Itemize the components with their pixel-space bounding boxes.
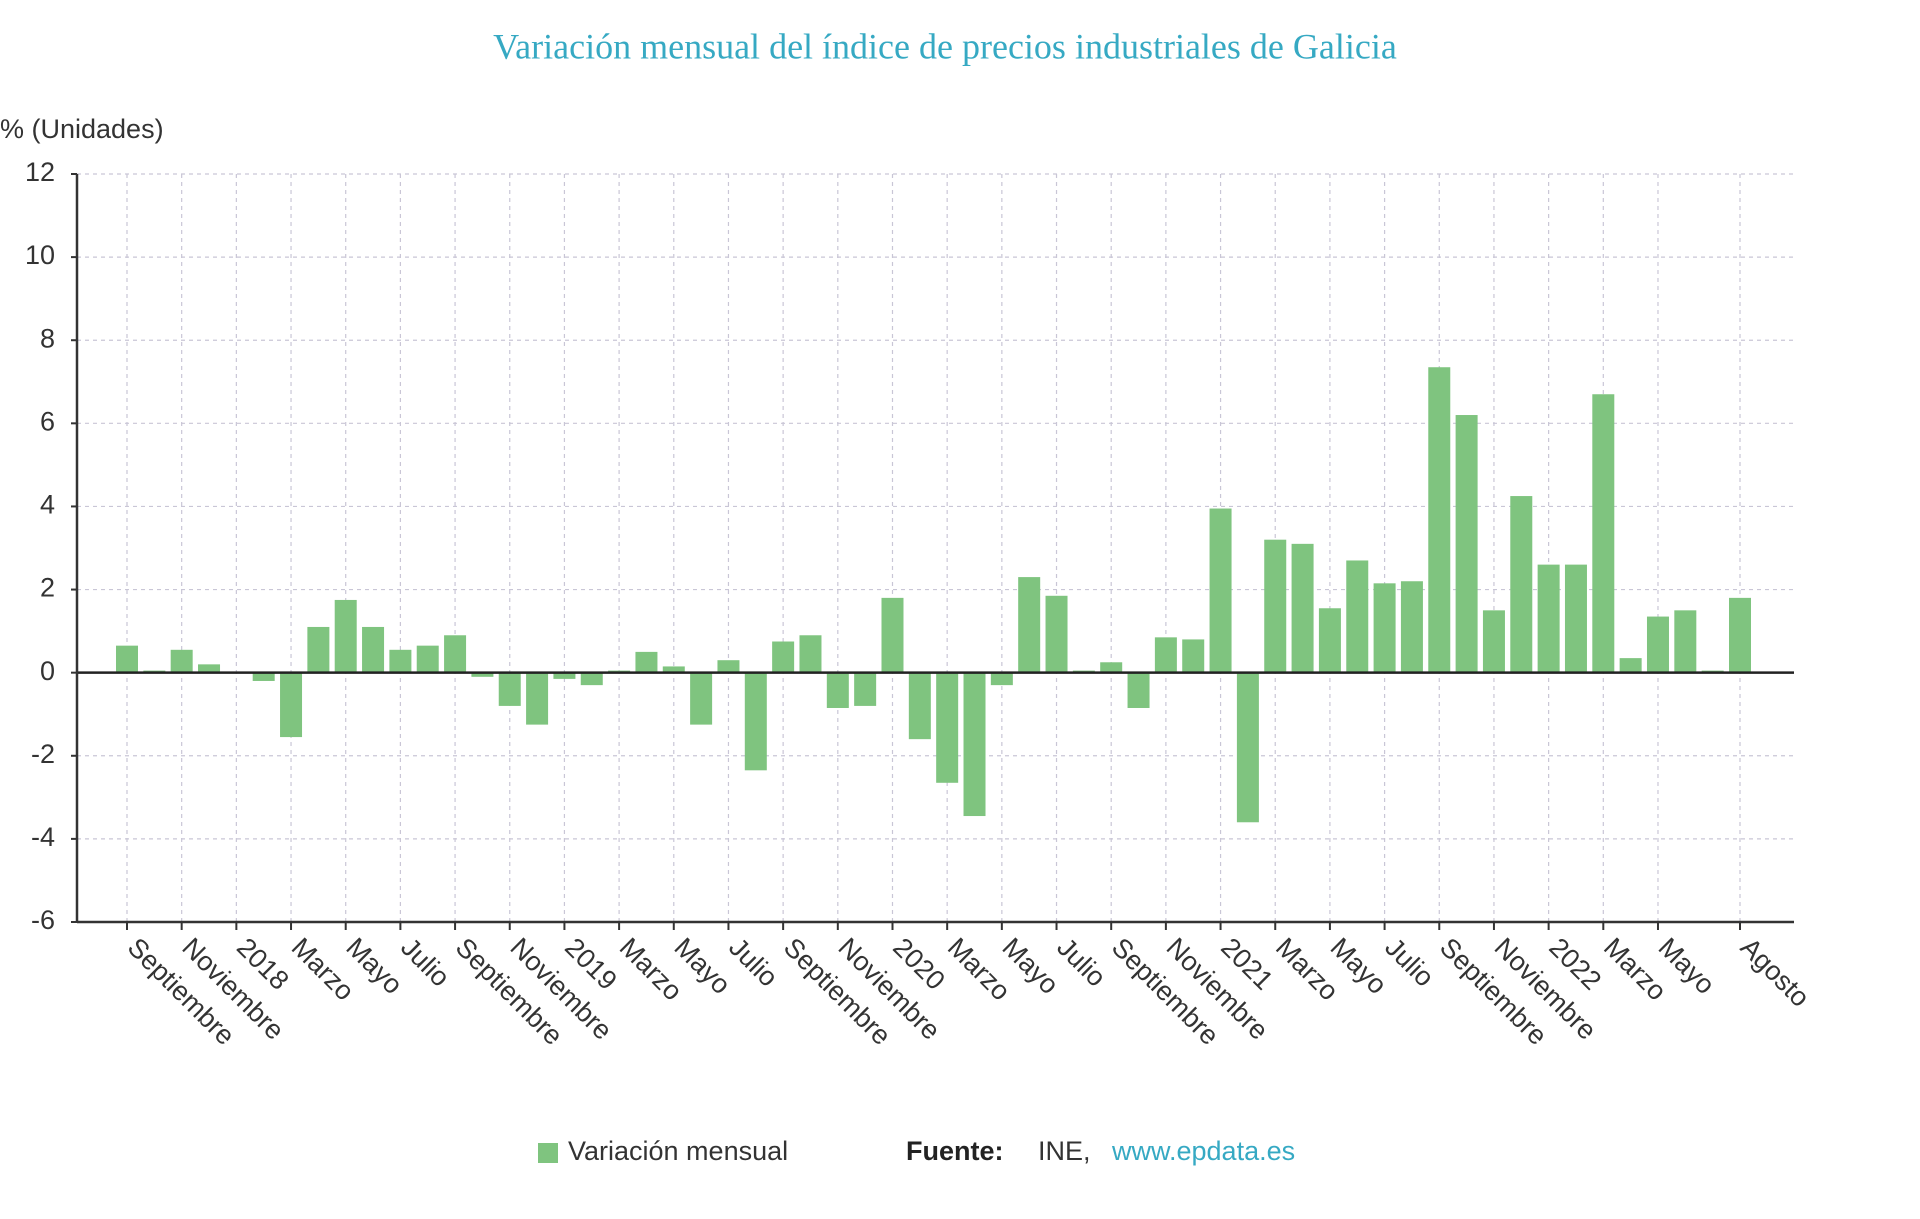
bar: [1373, 583, 1396, 673]
bar: [1564, 564, 1587, 673]
bar: [280, 672, 303, 738]
bar: [1018, 577, 1041, 673]
bar: [690, 672, 713, 725]
bar: [471, 672, 494, 677]
bar: [635, 651, 658, 673]
bar: [1318, 608, 1341, 673]
bar: [116, 645, 138, 673]
bar: [1428, 367, 1451, 673]
legend: Variación mensual Fuente: INE, www.epdat…: [538, 1136, 1295, 1166]
bar: [1592, 394, 1615, 673]
y-tick-label: 4: [40, 490, 55, 520]
bar: [1236, 672, 1259, 823]
y-tick-label: -4: [31, 822, 55, 852]
bar: [908, 672, 931, 740]
bar: [170, 649, 193, 673]
bar: [1537, 564, 1560, 673]
x-tick-label: Marzo: [286, 932, 360, 1006]
x-tick-label: Marzo: [942, 932, 1016, 1006]
y-tick-label: 2: [40, 573, 55, 603]
x-tick-label: Julio: [1051, 932, 1111, 992]
bar: [1510, 496, 1533, 673]
bar: [717, 660, 740, 673]
y-tick-label: -2: [31, 739, 55, 769]
bar: [334, 599, 357, 673]
y-axis-label: % (Unidades): [0, 114, 164, 144]
legend-swatch: [538, 1143, 558, 1163]
x-tick-label: Julio: [395, 932, 455, 992]
bar: [553, 672, 576, 679]
y-tick-label: 8: [40, 323, 55, 353]
bar: [1209, 508, 1232, 673]
bar: [1291, 543, 1314, 673]
bar: [198, 664, 221, 673]
bar: [1346, 560, 1369, 673]
bar: [1045, 595, 1068, 673]
y-tick-label: 6: [40, 406, 55, 436]
bar: [799, 635, 822, 673]
y-tick-label: 0: [40, 656, 55, 686]
x-tick-label: Marzo: [1270, 932, 1344, 1006]
bar: [1127, 672, 1150, 708]
bar: [526, 672, 549, 725]
bar: [498, 672, 521, 706]
bar: [854, 672, 877, 706]
bar: [1455, 415, 1478, 673]
x-tick-label: Marzo: [1598, 932, 1672, 1006]
source-name: INE,: [1038, 1136, 1091, 1166]
x-tick-label: Agosto: [1735, 932, 1816, 1013]
x-tick-label: Julio: [1379, 932, 1439, 992]
bar: [1100, 662, 1123, 673]
source-link[interactable]: www.epdata.es: [1111, 1136, 1295, 1166]
bar: [881, 597, 904, 673]
bar: [744, 672, 767, 771]
bar: [826, 672, 849, 708]
bar: [252, 672, 275, 681]
bar: [580, 672, 603, 686]
y-tick-label: 10: [25, 240, 55, 270]
bar: [1646, 616, 1669, 673]
bar: [1674, 610, 1697, 673]
y-tick-label: -6: [31, 905, 55, 935]
bar: [1182, 639, 1205, 673]
x-tick-label: Julio: [723, 932, 783, 992]
bar: [389, 649, 412, 673]
bar: [662, 666, 685, 673]
legend-label: Variación mensual: [568, 1136, 788, 1166]
bar: [307, 626, 330, 673]
bar: [963, 672, 986, 817]
bar: [990, 672, 1013, 686]
x-tick-label: Marzo: [614, 932, 688, 1006]
bar: [936, 672, 959, 783]
bar: [1729, 597, 1751, 673]
bar: [772, 641, 795, 673]
bar: [1264, 539, 1287, 673]
bar: [1154, 637, 1177, 673]
bar: [1482, 610, 1505, 673]
bar: [1619, 658, 1642, 673]
bar: [416, 645, 439, 673]
bar: [362, 626, 385, 673]
chart-title: Variación mensual del índice de precios …: [493, 26, 1397, 66]
source-label: Fuente:: [906, 1136, 1004, 1166]
y-tick-label: 12: [25, 157, 55, 187]
bar: [1400, 581, 1423, 673]
bar: [444, 635, 467, 673]
